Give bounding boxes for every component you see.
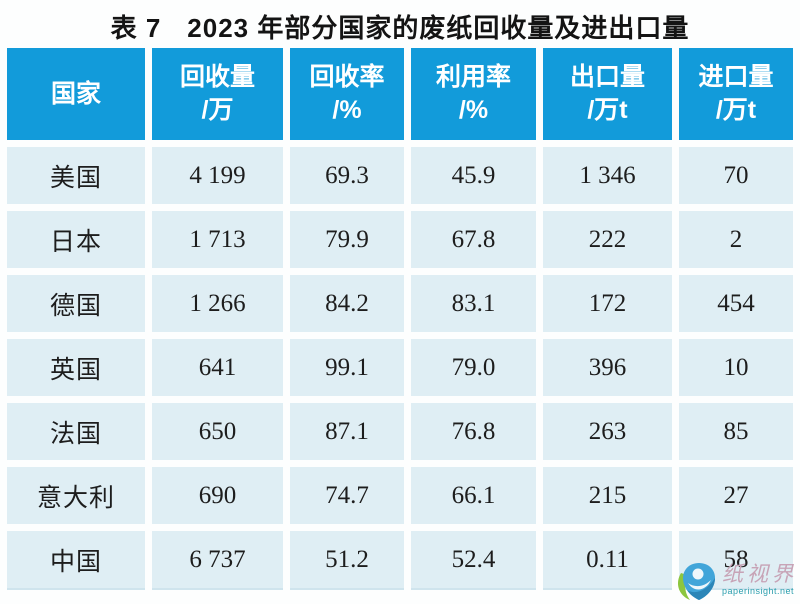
cell-recovery-rate: 99.1 bbox=[290, 339, 404, 396]
table-row-usa: 美国 4 199 69.3 45.9 1 346 70 bbox=[7, 147, 793, 204]
cell-import: 10 bbox=[679, 339, 793, 396]
header-import-line2: /万t bbox=[715, 96, 757, 124]
cell-utilization-rate: 76.8 bbox=[411, 403, 536, 460]
header-recovery-rate-line2: /% bbox=[332, 96, 362, 124]
cell-import: 85 bbox=[679, 403, 793, 460]
cell-country: 意大利 bbox=[7, 467, 145, 524]
cell-recovery-rate: 87.1 bbox=[290, 403, 404, 460]
cell-country: 英国 bbox=[7, 339, 145, 396]
cell-export: 263 bbox=[543, 403, 672, 460]
page-title: 表 7 2023 年部分国家的废纸回收量及进出口量 bbox=[0, 0, 800, 45]
table-row-france: 法国 650 87.1 76.8 263 85 bbox=[7, 403, 793, 460]
cell-import: 2 bbox=[679, 211, 793, 268]
cell-country: 日本 bbox=[7, 211, 145, 268]
cell-export: 0.11 bbox=[543, 531, 672, 590]
cell-utilization-rate: 83.1 bbox=[411, 275, 536, 332]
cell-import: 454 bbox=[679, 275, 793, 332]
header-country: 国家 bbox=[7, 48, 145, 140]
cell-utilization-rate: 79.0 bbox=[411, 339, 536, 396]
header-export-line1: 出口量 bbox=[569, 63, 645, 91]
cell-recovery: 650 bbox=[152, 403, 283, 460]
header-export: 出口量/万t bbox=[543, 48, 672, 140]
table-header: 国家 回收量/万 回收率 /% 利用率 /% 出口量/万t 进口量/万t bbox=[7, 48, 793, 140]
header-country-line1: 国家 bbox=[50, 79, 101, 108]
cell-country: 中国 bbox=[7, 531, 145, 590]
cell-import: 70 bbox=[679, 147, 793, 204]
cell-recovery: 641 bbox=[152, 339, 283, 396]
cell-recovery: 1 266 bbox=[152, 275, 283, 332]
cell-country: 法国 bbox=[7, 403, 145, 460]
cell-recovery-rate: 79.9 bbox=[290, 211, 404, 268]
cell-export: 396 bbox=[543, 339, 672, 396]
table-title-text: 2023 年部分国家的废纸回收量及进出口量 bbox=[187, 13, 690, 43]
table-row-uk: 英国 641 99.1 79.0 396 10 bbox=[7, 339, 793, 396]
table-number-label: 表 7 bbox=[110, 13, 162, 43]
cell-recovery: 4 199 bbox=[152, 147, 283, 204]
cell-recovery-rate: 84.2 bbox=[290, 275, 404, 332]
cell-recovery: 1 713 bbox=[152, 211, 283, 268]
header-recovery: 回收量/万 bbox=[152, 48, 283, 140]
cell-export: 215 bbox=[543, 467, 672, 524]
cell-export: 222 bbox=[543, 211, 672, 268]
header-utilization-rate-line1: 利用率 bbox=[435, 63, 511, 91]
header-recovery-rate-line1: 回收率 bbox=[309, 63, 385, 91]
table-row-italy: 意大利 690 74.7 66.1 215 27 bbox=[7, 467, 793, 524]
cell-export: 172 bbox=[543, 275, 672, 332]
header-utilization-rate: 利用率 /% bbox=[411, 48, 536, 140]
header-export-line2: /万t bbox=[587, 96, 628, 124]
cell-recovery: 6 737 bbox=[152, 531, 283, 590]
cell-export: 1 346 bbox=[543, 147, 672, 204]
header-recovery-line1: 回收量 bbox=[179, 63, 255, 91]
cell-import: 27 bbox=[679, 467, 793, 524]
cell-recovery-rate: 74.7 bbox=[290, 467, 404, 524]
table-row-germany: 德国 1 266 84.2 83.1 172 454 bbox=[7, 275, 793, 332]
header-import: 进口量/万t bbox=[679, 48, 793, 140]
cell-recovery-rate: 69.3 bbox=[290, 147, 404, 204]
table-row-china: 中国 6 737 51.2 52.4 0.11 58 bbox=[7, 531, 793, 590]
header-recovery-rate: 回收率 /% bbox=[290, 48, 404, 140]
cell-utilization-rate: 67.8 bbox=[411, 211, 536, 268]
cell-utilization-rate: 45.9 bbox=[411, 147, 536, 204]
header-utilization-rate-line2: /% bbox=[458, 96, 489, 124]
cell-country: 德国 bbox=[7, 275, 145, 332]
data-table: 国家 回收量/万 回收率 /% 利用率 /% 出口量/万t 进口量/万t 美国 4 … bbox=[0, 41, 800, 597]
header-recovery-line2: /万 bbox=[201, 96, 234, 124]
cell-recovery-rate: 51.2 bbox=[290, 531, 404, 590]
cell-recovery: 690 bbox=[152, 467, 283, 524]
header-import-line1: 进口量 bbox=[698, 63, 774, 91]
header-row: 国家 回收量/万 回收率 /% 利用率 /% 出口量/万t 进口量/万t bbox=[7, 48, 793, 140]
table-body: 美国 4 199 69.3 45.9 1 346 70 日本 1 713 79.… bbox=[7, 147, 793, 590]
cell-country: 美国 bbox=[7, 147, 145, 204]
cell-utilization-rate: 66.1 bbox=[411, 467, 536, 524]
cell-utilization-rate: 52.4 bbox=[411, 531, 536, 590]
table-row-japan: 日本 1 713 79.9 67.8 222 2 bbox=[7, 211, 793, 268]
cell-import: 58 bbox=[679, 531, 793, 590]
